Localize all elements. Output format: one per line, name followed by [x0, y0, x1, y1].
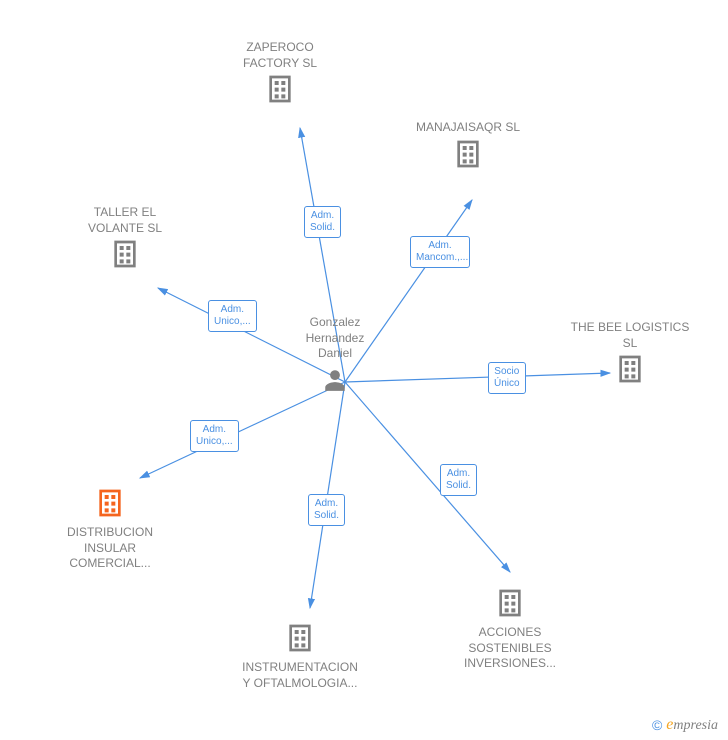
edge-line: [345, 382, 510, 572]
edge-label: Adm.Solid.: [308, 494, 345, 526]
company-node-instrumentacion[interactable]: INSTRUMENTACION Y OFTALMOLOGIA...: [240, 620, 360, 691]
company-label: TALLER EL VOLANTE SL: [65, 205, 185, 236]
center-person-node[interactable]: GonzalezHernandezDaniel: [295, 315, 375, 394]
company-label: INSTRUMENTACION Y OFTALMOLOGIA...: [240, 660, 360, 691]
company-node-distribucion[interactable]: DISTRIBUCION INSULAR COMERCIAL...: [50, 485, 170, 572]
company-label: MANAJAISAQR SL: [416, 120, 520, 136]
center-person-label: GonzalezHernandezDaniel: [306, 315, 365, 362]
edge-label: Adm.Unico,...: [190, 420, 239, 452]
building-icon: [494, 585, 526, 621]
company-node-taller[interactable]: TALLER EL VOLANTE SL: [65, 205, 185, 276]
company-node-acciones[interactable]: ACCIONES SOSTENIBLES INVERSIONES...: [450, 585, 570, 672]
building-icon: [94, 485, 126, 521]
building-icon: [109, 236, 141, 272]
company-node-thebee[interactable]: THE BEE LOGISTICS SL: [570, 320, 690, 391]
brand-rest: mpresia: [673, 718, 718, 733]
building-icon: [284, 620, 316, 656]
building-icon: [452, 136, 484, 172]
edge-label: SocioÚnico: [488, 362, 526, 394]
edge-label: Adm.Solid.: [304, 206, 341, 238]
edge-label: Adm.Solid.: [440, 464, 477, 496]
company-label: ACCIONES SOSTENIBLES INVERSIONES...: [450, 625, 570, 672]
watermark: © empresia: [652, 716, 718, 734]
company-node-manajaisaqr[interactable]: MANAJAISAQR SL: [408, 120, 528, 176]
copyright-symbol: ©: [652, 717, 662, 733]
edge-label: Adm.Mancom.,...: [410, 236, 470, 268]
building-icon: [264, 71, 296, 107]
person-icon: [322, 366, 348, 394]
company-label: THE BEE LOGISTICS SL: [570, 320, 690, 351]
building-icon: [614, 351, 646, 387]
edge-line: [140, 382, 345, 478]
company-label: DISTRIBUCION INSULAR COMERCIAL...: [50, 525, 170, 572]
edge-label: Adm.Unico,...: [208, 300, 257, 332]
company-label: ZAPEROCO FACTORY SL: [220, 40, 340, 71]
company-node-zaperoco[interactable]: ZAPEROCO FACTORY SL: [220, 40, 340, 111]
